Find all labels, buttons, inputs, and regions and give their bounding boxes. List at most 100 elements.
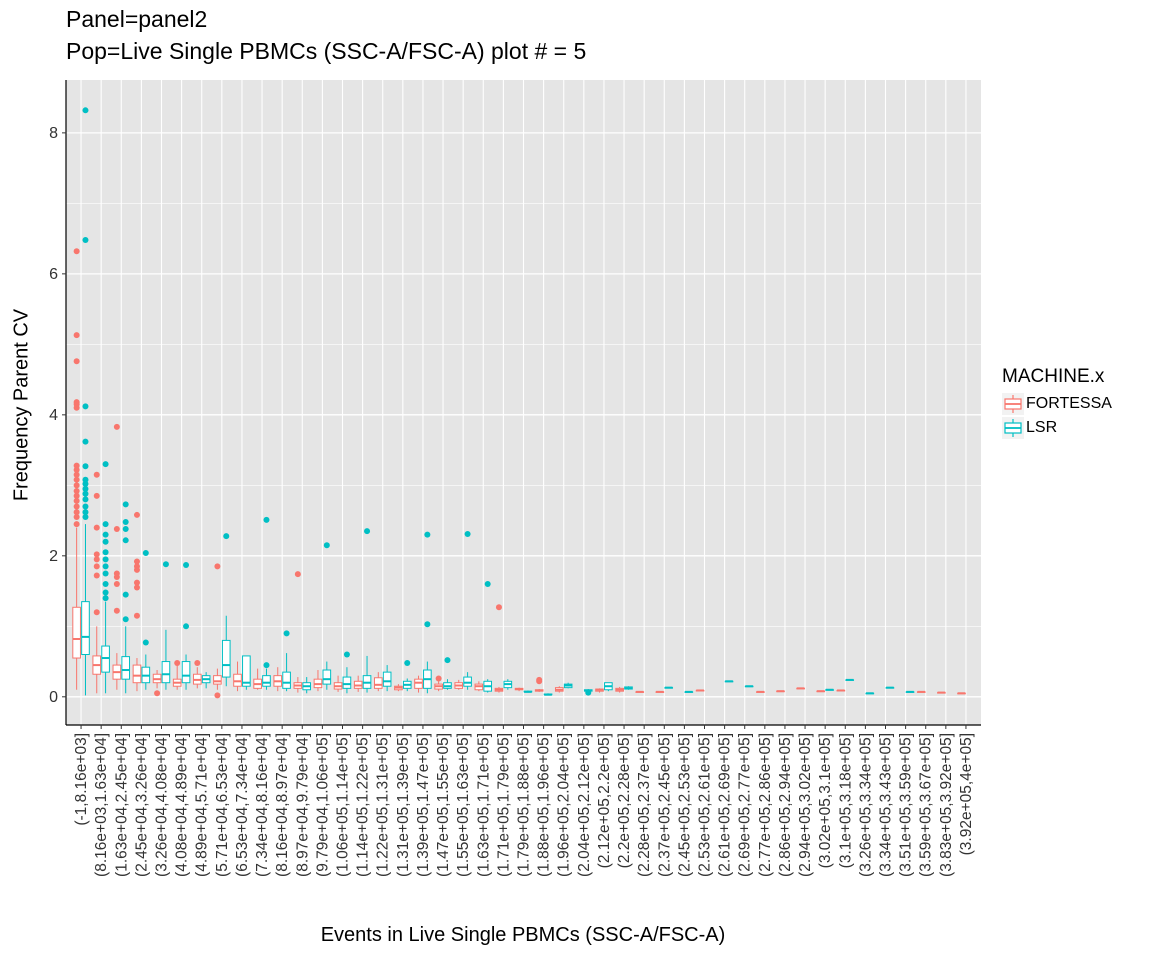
box-body xyxy=(342,676,352,689)
box-lsr xyxy=(141,550,151,690)
outlier-point xyxy=(93,609,100,616)
outlier-point xyxy=(82,463,89,470)
outlier-point xyxy=(82,480,89,487)
outlier-point xyxy=(424,621,431,628)
box-body xyxy=(282,671,291,689)
outlier-point xyxy=(102,556,109,563)
outlier-point xyxy=(133,612,140,619)
box-fortessa xyxy=(514,687,524,692)
outlier-point xyxy=(102,581,109,588)
outlier-point xyxy=(73,462,80,469)
box-fortessa xyxy=(595,688,604,693)
outlier-point xyxy=(294,571,301,578)
x-tick-label: (8.97e+04,9.79e+04] xyxy=(294,733,311,877)
box-fortessa xyxy=(554,686,564,693)
box-fortessa xyxy=(816,690,826,693)
x-tick-label: (1.55e+05,1.63e+05] xyxy=(455,733,472,877)
box-lsr xyxy=(402,659,412,692)
x-tick-label: (3.59e+05,3.67e+05] xyxy=(918,733,935,877)
y-tick-label: 0 xyxy=(49,689,58,706)
legend: MACHINE.x FORTESSA LSR xyxy=(1002,366,1112,440)
outlier-point xyxy=(495,604,502,611)
box-lsr xyxy=(262,516,271,690)
box-fortessa xyxy=(112,423,122,690)
box-fortessa xyxy=(92,471,102,694)
box-lsr xyxy=(81,107,90,696)
outlier-point xyxy=(263,662,270,669)
outlier-point xyxy=(283,630,290,637)
outlier-point xyxy=(82,496,89,503)
outlier-point xyxy=(73,471,80,478)
x-tick-label: (-1,8.16e+03] xyxy=(73,733,90,826)
box-lsr xyxy=(342,651,352,694)
box-fortessa xyxy=(172,659,182,690)
outlier-point xyxy=(113,423,120,430)
box-body xyxy=(242,655,251,687)
outlier-point xyxy=(263,516,270,523)
box-body xyxy=(463,676,472,687)
x-tick-label: (1.31e+05,1.39e+05] xyxy=(395,733,412,877)
box-lsr xyxy=(302,677,312,694)
outlier-point xyxy=(93,524,100,531)
box-lsr xyxy=(221,533,231,687)
x-tick-label: (3.92e+05,4e+05] xyxy=(958,733,975,855)
outlier-point xyxy=(73,248,80,255)
outlier-point xyxy=(102,570,109,577)
outlier-point xyxy=(73,514,80,521)
x-tick-label: (5.71e+04,6.53e+04] xyxy=(214,733,231,877)
box-lsr xyxy=(181,561,191,690)
box-lsr xyxy=(382,665,392,692)
box-fortessa xyxy=(394,684,403,692)
outlier-point xyxy=(122,537,129,544)
x-tick-label: (2.61e+05,2.69e+05] xyxy=(717,733,734,877)
x-tick-label: (4.08e+04,4.89e+04] xyxy=(174,733,191,877)
outlier-point xyxy=(113,581,120,588)
box-fortessa xyxy=(253,668,262,690)
outlier-point xyxy=(82,485,89,492)
box-fortessa xyxy=(273,667,283,692)
outlier-point xyxy=(93,563,100,570)
x-tick-label: (2.45e+05,2.53e+05] xyxy=(676,733,693,877)
x-tick-label: (2.37e+05,2.45e+05] xyxy=(656,733,673,877)
box-fortessa xyxy=(72,248,81,690)
outlier-point xyxy=(82,490,89,497)
box-lsr xyxy=(604,682,613,692)
box-fortessa xyxy=(615,686,624,693)
outlier-point xyxy=(133,511,140,518)
gridlines xyxy=(66,80,981,725)
outlier-point xyxy=(364,528,371,535)
box-body xyxy=(414,678,423,689)
outlier-point xyxy=(82,107,89,114)
outlier-point xyxy=(343,651,350,658)
outlier-point xyxy=(73,492,80,499)
outlier-point xyxy=(424,531,431,538)
box-lsr xyxy=(624,686,633,690)
outlier-point xyxy=(93,556,100,563)
outlier-point xyxy=(73,503,80,510)
box-body xyxy=(121,656,131,680)
outlier-point xyxy=(214,563,221,570)
outlier-point xyxy=(102,589,109,596)
x-tick-label: (6.53e+04,7.34e+04] xyxy=(234,733,251,877)
box-lsr xyxy=(684,690,694,693)
box-fortessa xyxy=(655,690,665,693)
box-body xyxy=(132,664,142,684)
outlier-point xyxy=(223,533,230,540)
box-fortessa xyxy=(414,675,423,693)
x-tick-label: (1.14e+05,1.22e+05] xyxy=(355,733,372,877)
box-lsr xyxy=(744,685,754,688)
box-lsr xyxy=(322,542,332,690)
outlier-point xyxy=(122,501,129,508)
legend-label-lsr: LSR xyxy=(1026,419,1058,436)
x-tick-label: (2.94e+05,3.02e+05] xyxy=(797,733,814,877)
box-fortessa xyxy=(333,675,343,692)
box-fortessa xyxy=(836,689,846,692)
box-marks xyxy=(72,107,966,699)
box-body xyxy=(72,606,81,659)
outlier-point xyxy=(82,237,89,244)
outlier-point xyxy=(133,579,140,586)
outlier-point xyxy=(73,497,80,504)
outlier-point xyxy=(194,659,201,666)
outlier-point xyxy=(102,595,109,602)
